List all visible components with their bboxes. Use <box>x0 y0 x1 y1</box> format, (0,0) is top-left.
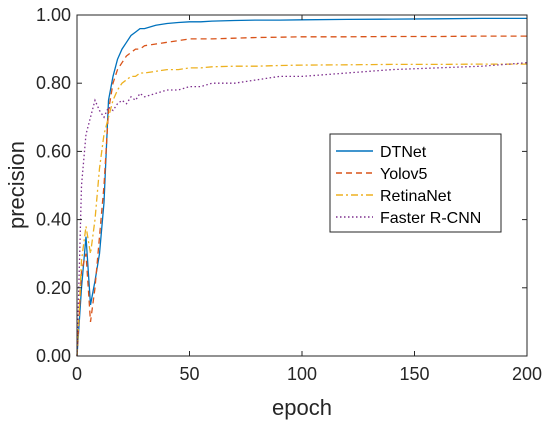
y-tick-label: 0.00 <box>36 346 71 366</box>
x-tick-label: 100 <box>287 364 317 384</box>
legend-label-retinanet: RetinaNet <box>380 188 452 205</box>
series-line-retinanet <box>76 63 527 357</box>
x-axis-title: epoch <box>272 395 332 420</box>
legend: DTNet Yolov5 RetinaNet Faster R-CNN <box>329 133 502 233</box>
y-tick-label: 0.20 <box>36 278 71 298</box>
ticks-layer: 0 50 100 150 200 0.00 0.20 0.40 0.60 0.80 1.00 <box>36 5 542 384</box>
y-tick-label: 1.00 <box>36 5 71 25</box>
legend-label-faster-rcnn: Faster R-CNN <box>380 210 481 227</box>
x-tick-label: 50 <box>179 364 199 384</box>
series-line-faster-r-cnn <box>76 62 528 357</box>
legend-label-dtnet: DTNet <box>380 144 427 161</box>
y-axis-title: precision <box>4 141 29 229</box>
x-tick-label: 150 <box>399 364 429 384</box>
legend-label-yolov5: Yolov5 <box>380 166 428 183</box>
series-line-yolov5 <box>76 35 527 357</box>
y-tick-label: 0.60 <box>36 141 71 161</box>
y-tick-label: 0.40 <box>36 210 71 230</box>
y-tick-label: 0.80 <box>36 73 71 93</box>
x-tick-label: 0 <box>72 364 82 384</box>
x-tick-label: 200 <box>512 364 542 384</box>
